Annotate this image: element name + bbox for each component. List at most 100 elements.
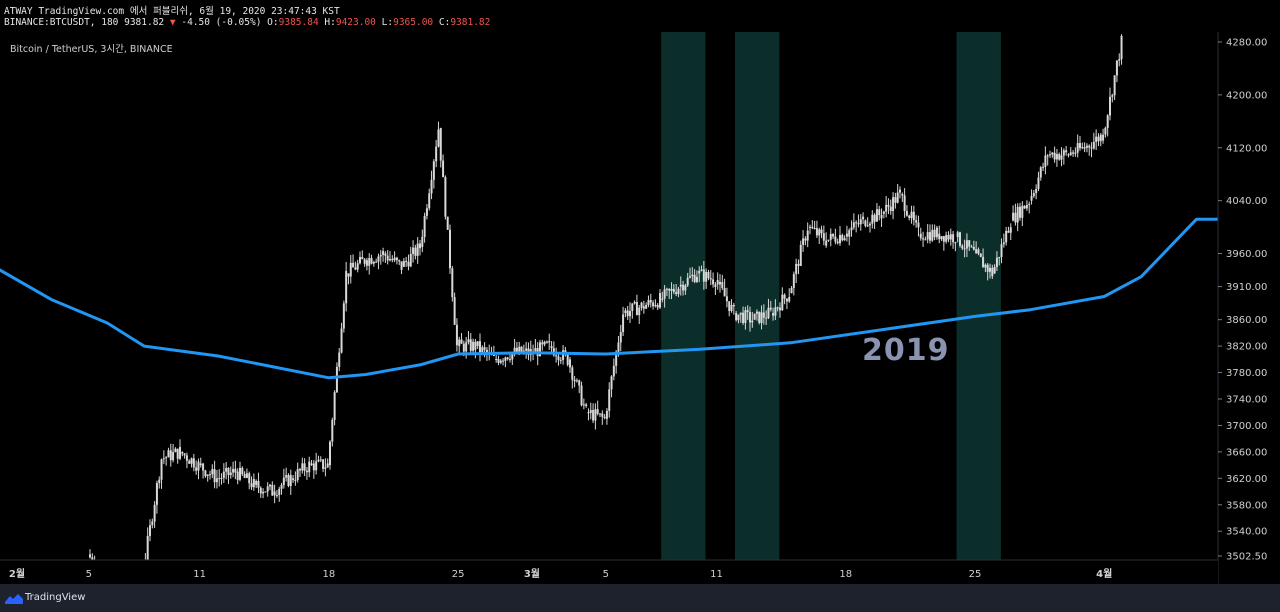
candle-body xyxy=(287,475,290,486)
candle-body xyxy=(432,161,435,180)
candle-body xyxy=(1016,206,1019,223)
candle-body xyxy=(1065,150,1068,153)
candle-body xyxy=(220,477,223,479)
low-label: L: xyxy=(381,17,394,28)
candle-body xyxy=(1074,152,1077,154)
candle-body xyxy=(479,341,481,353)
candle-body xyxy=(437,129,440,147)
candle-body xyxy=(541,342,544,345)
candle-body xyxy=(513,347,516,353)
candle-body xyxy=(338,352,341,367)
candle-body xyxy=(1118,59,1121,61)
candle-body xyxy=(458,339,461,347)
candle-body xyxy=(652,302,655,307)
candle-body xyxy=(151,521,154,526)
time-tick-label: 5 xyxy=(603,569,609,580)
candle-body xyxy=(855,222,858,224)
candle-body xyxy=(619,332,622,343)
chart-legend[interactable]: Bitcoin / TetherUS, 3시간, BINANCE xyxy=(10,44,173,55)
candle-body xyxy=(705,271,708,282)
candle-body xyxy=(783,294,786,299)
candle-body xyxy=(1023,205,1026,209)
price-tick-label: 3540.00 xyxy=(1226,527,1267,538)
candle-body xyxy=(204,470,207,477)
candle-body xyxy=(442,160,445,178)
candle-body xyxy=(857,223,860,225)
candle-body xyxy=(829,233,832,240)
candle-body xyxy=(850,227,853,231)
candle-body xyxy=(841,235,844,241)
candle-body xyxy=(903,195,906,212)
candle-body xyxy=(222,471,225,478)
candle-body xyxy=(887,204,890,207)
candle-body xyxy=(820,229,823,234)
price-axis-bg xyxy=(1218,32,1280,584)
candle-body xyxy=(1099,134,1102,142)
price-chart[interactable]: 4280.00 4200.00 4120.00 4040.00 3960.00 3910.… xyxy=(0,32,1280,584)
candle-body xyxy=(483,347,486,350)
candle-body xyxy=(169,450,172,461)
candle-body xyxy=(188,460,191,464)
candle-body xyxy=(675,292,678,295)
candle-body xyxy=(1042,166,1045,168)
candle-body xyxy=(236,471,239,480)
candle-body xyxy=(691,274,694,277)
candle-body xyxy=(792,274,795,288)
price-tick-label: 4280.00 xyxy=(1226,38,1267,49)
candle-body xyxy=(255,480,258,485)
candle-body xyxy=(391,259,394,261)
candle-body xyxy=(430,179,433,194)
candle-body xyxy=(972,246,975,250)
candle-body xyxy=(599,413,601,415)
candle-body xyxy=(176,448,179,459)
candle-body xyxy=(407,261,410,267)
candle-body xyxy=(1014,212,1017,223)
candle-body xyxy=(993,266,996,274)
candle-body xyxy=(412,247,415,254)
candle-body xyxy=(474,341,477,350)
candle-body xyxy=(1069,152,1072,155)
candle-body xyxy=(580,385,583,406)
open-label: O: xyxy=(267,17,279,28)
candle-body xyxy=(345,270,348,304)
footer-brand[interactable]: TradingView xyxy=(25,592,86,603)
candle-body xyxy=(843,238,846,241)
price-tick-label: 3700.00 xyxy=(1226,421,1267,432)
candle-body xyxy=(398,260,401,262)
candle-body xyxy=(179,447,181,459)
candle-body xyxy=(192,458,195,468)
candle-body xyxy=(1109,96,1111,116)
moving-average-line xyxy=(0,217,1220,380)
candle-body xyxy=(852,222,855,228)
candle-body xyxy=(742,312,745,323)
tradingview-logo-icon[interactable] xyxy=(5,593,23,604)
candle-body xyxy=(730,304,733,311)
candle-body xyxy=(573,379,576,382)
candle-body xyxy=(435,146,438,162)
candle-body xyxy=(370,258,373,264)
candle-body xyxy=(622,314,625,333)
candle-body xyxy=(998,257,1001,259)
candle-body xyxy=(578,380,581,386)
candle-body xyxy=(1049,154,1051,156)
candle-body xyxy=(984,264,987,268)
candle-body xyxy=(790,287,793,294)
candle-body xyxy=(409,253,412,267)
candle-body xyxy=(661,298,664,300)
candle-body xyxy=(382,251,385,255)
candle-body xyxy=(183,453,186,456)
candle-body xyxy=(319,459,322,461)
candle-body xyxy=(721,281,724,288)
candle-body xyxy=(1060,155,1063,160)
chart-header: ATWAY TradingView.com 에서 퍼블리쉬, 6월 19, 20… xyxy=(0,0,1280,32)
candle-body xyxy=(462,343,465,352)
candle-body xyxy=(349,262,352,277)
candle-body xyxy=(1007,230,1010,233)
time-tick-label: 25 xyxy=(969,569,982,580)
candle-body xyxy=(499,360,502,363)
candle-body xyxy=(509,359,511,361)
candle-body xyxy=(739,312,742,315)
candle-body xyxy=(571,367,574,380)
candle-body xyxy=(767,307,770,319)
candle-body xyxy=(548,341,551,343)
